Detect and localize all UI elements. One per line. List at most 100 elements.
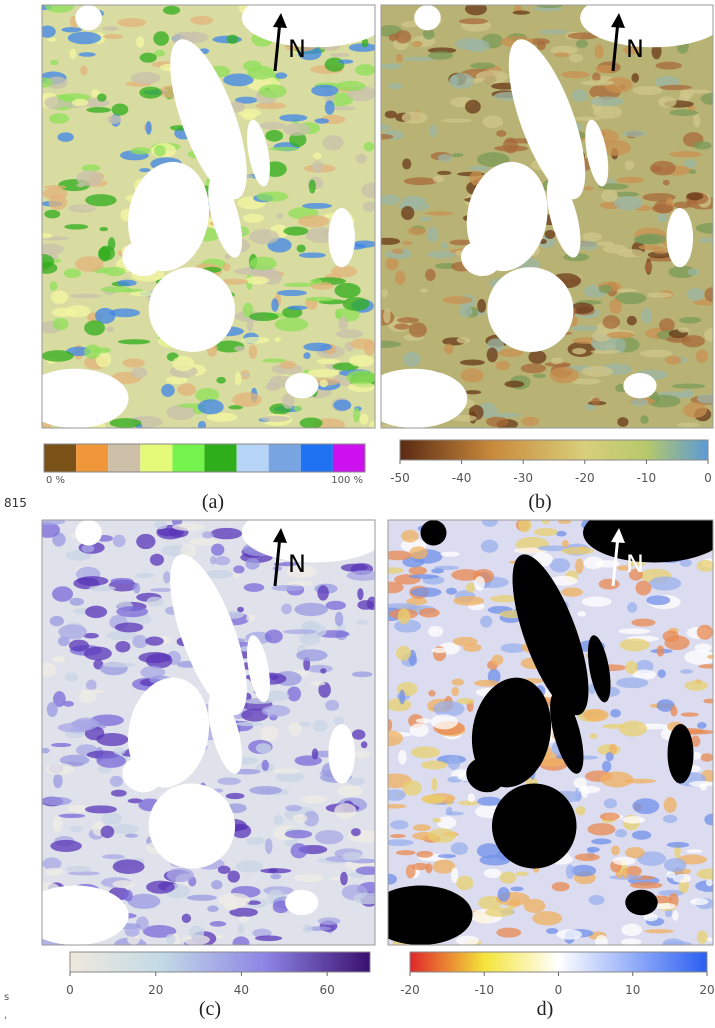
map-texture (586, 846, 600, 853)
map-texture (686, 192, 704, 201)
map-texture (202, 531, 214, 539)
map-texture (249, 785, 282, 795)
map-texture (319, 379, 328, 388)
colorbar-tick-label: -10 (474, 983, 494, 997)
map-texture (77, 576, 109, 586)
map-texture (603, 798, 618, 809)
map-texture (285, 804, 303, 812)
map-texture (65, 865, 92, 873)
map-texture (605, 751, 614, 762)
panel-label: (c) (199, 998, 221, 1020)
map-texture (136, 533, 156, 550)
map-texture (465, 39, 490, 53)
map-texture (333, 716, 345, 726)
map-texture (139, 52, 157, 63)
map-texture (561, 539, 569, 548)
map-texture (273, 562, 299, 567)
map-texture (553, 52, 570, 58)
map-texture (351, 729, 366, 740)
map-texture (459, 359, 485, 366)
map-texture (696, 930, 708, 944)
map-texture (587, 823, 616, 836)
north-arrow (273, 535, 282, 587)
map-texture (427, 250, 456, 259)
map-texture (149, 587, 174, 592)
map-texture (396, 317, 419, 324)
map-panel: N (b) -50 -40 -30 -20 -10 0 (380, 4, 714, 513)
map-texture (622, 130, 647, 137)
map-texture (248, 344, 258, 359)
map-texture (632, 85, 663, 95)
map-texture (388, 718, 393, 732)
map-texture (583, 186, 594, 191)
map-texture (574, 853, 600, 861)
map-texture (146, 596, 164, 607)
map-texture (388, 803, 407, 809)
map-texture (70, 293, 102, 299)
map-frame (387, 519, 714, 946)
map-texture (668, 265, 697, 278)
map-texture (646, 595, 671, 606)
map-texture (456, 337, 471, 344)
panel-label: (a) (202, 491, 224, 513)
map-blank-area (623, 373, 657, 399)
map-texture (255, 743, 272, 754)
colorbar-tick-label: 0 (555, 983, 563, 997)
map-texture (301, 795, 328, 804)
map-blank-area (667, 724, 694, 784)
map-texture (635, 580, 652, 596)
map-texture (311, 84, 339, 97)
map-texture (601, 189, 618, 203)
map-texture (297, 215, 329, 228)
map-texture (101, 854, 125, 860)
map-texture (117, 18, 147, 28)
map-texture (84, 344, 101, 359)
map-texture (388, 567, 404, 574)
map-texture (42, 522, 61, 538)
map-texture (314, 829, 344, 845)
map-texture (338, 59, 354, 64)
map-texture (303, 810, 319, 827)
map-texture (412, 40, 423, 47)
map-texture (639, 349, 673, 358)
map-blank-area (491, 783, 577, 869)
map-texture (334, 803, 357, 819)
map-texture (350, 828, 361, 837)
map-texture (366, 596, 375, 611)
north-arrow (273, 20, 282, 72)
map-texture (498, 348, 524, 357)
map-texture (129, 291, 158, 297)
map-texture (95, 307, 116, 324)
map-texture (154, 520, 168, 530)
map-texture (57, 132, 74, 142)
map-texture (428, 51, 454, 60)
margin-text: s (4, 992, 9, 1003)
map-texture (662, 814, 678, 824)
map-texture (186, 894, 218, 901)
map-texture (575, 558, 584, 574)
map-texture (78, 691, 97, 704)
map (42, 520, 375, 945)
north-label: N (626, 550, 644, 578)
map-texture (268, 868, 278, 874)
colorbar-swatch (300, 444, 333, 472)
map-blank-area (585, 119, 609, 187)
map-texture (48, 194, 68, 211)
colorbar-tick-label: 0 (66, 983, 74, 997)
map-texture (482, 115, 503, 129)
map-texture (249, 229, 280, 245)
map-texture (432, 859, 456, 874)
map-texture (52, 586, 74, 602)
colorbar-swatch (204, 444, 237, 472)
map-blank-area (666, 208, 694, 268)
map-texture (669, 151, 703, 158)
map-texture (73, 717, 99, 731)
north-label: N (626, 35, 644, 63)
map-texture (68, 639, 89, 652)
map-texture (205, 569, 234, 579)
map-texture (656, 699, 675, 712)
map-texture (249, 256, 277, 271)
map-texture (474, 576, 485, 591)
map-texture (261, 358, 287, 363)
map-texture (340, 563, 368, 572)
